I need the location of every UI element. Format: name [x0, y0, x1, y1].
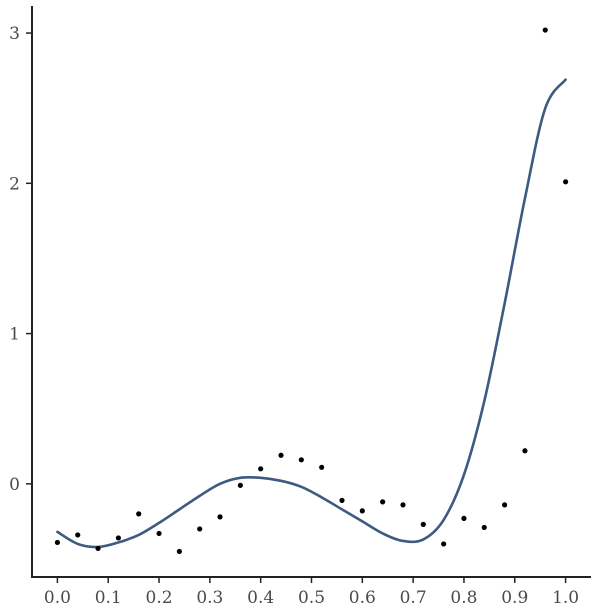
x-tick-label: 0.3	[196, 588, 223, 608]
x-tick-label: 0.7	[400, 588, 427, 608]
data-point	[156, 530, 162, 537]
y-tick-label: 3	[9, 24, 20, 44]
data-point	[562, 179, 569, 185]
data-point	[54, 539, 61, 546]
data-point	[522, 448, 528, 454]
y-tick-label: 2	[9, 174, 20, 194]
fit-curve-line	[56, 78, 567, 549]
data-point	[380, 499, 386, 505]
data-point	[217, 514, 223, 520]
data-point	[359, 508, 365, 514]
data-point	[258, 466, 264, 472]
x-tick-label: 0.5	[298, 588, 325, 608]
y-ticks: 0 1 2 3	[9, 24, 32, 495]
data-point	[298, 457, 304, 463]
data-point	[441, 541, 447, 547]
data-points-layer	[54, 27, 569, 555]
data-point	[75, 532, 81, 538]
x-tick-label: 0.8	[450, 588, 477, 608]
data-point	[542, 27, 548, 33]
data-point	[115, 535, 121, 541]
data-point	[176, 548, 182, 555]
x-tick-label: 0.4	[247, 588, 274, 608]
data-point	[339, 497, 345, 503]
x-tick-label: 1.0	[552, 588, 579, 608]
x-tick-label: 0.6	[349, 588, 376, 608]
data-point	[400, 502, 406, 508]
x-tick-label: 0.2	[146, 588, 173, 608]
data-point	[502, 502, 508, 508]
x-tick-label: 0.9	[501, 588, 528, 608]
data-point	[197, 526, 203, 532]
data-point	[95, 545, 101, 552]
x-tick-label: 0.1	[95, 588, 122, 608]
x-ticks: 0.0 0.1 0.2 0.3 0.4 0.5 0.6 0.7 0.8 0.9 1.0	[44, 577, 579, 608]
data-point	[461, 515, 467, 521]
x-tick-label: 0.0	[44, 588, 71, 608]
y-tick-label: 1	[9, 325, 20, 345]
data-point	[420, 521, 426, 528]
data-point	[319, 464, 325, 470]
y-tick-label: 0	[9, 475, 20, 495]
data-point	[278, 452, 284, 458]
data-point	[136, 511, 142, 517]
fit-curve-layer	[56, 78, 567, 549]
data-point	[237, 482, 243, 488]
data-point	[481, 524, 487, 531]
